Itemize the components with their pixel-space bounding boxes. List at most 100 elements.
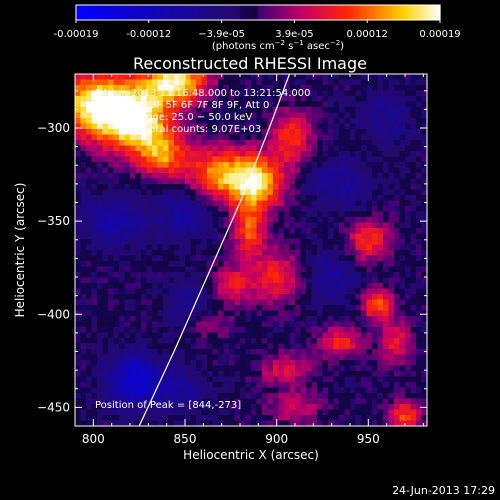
heatmap-cell — [416, 74, 422, 80]
heatmap-cell — [256, 101, 263, 108]
heatmap-cell — [421, 134, 428, 141]
heatmap-cell — [284, 206, 290, 212]
heatmap-cell — [372, 162, 378, 168]
heatmap-cell — [295, 398, 301, 405]
heatmap-cell — [163, 294, 169, 300]
heatmap-cell — [179, 107, 186, 113]
heatmap-cell — [267, 222, 274, 229]
heatmap-cell — [152, 145, 158, 152]
heatmap-cell — [399, 371, 406, 377]
heatmap-cell — [152, 415, 158, 421]
heatmap-cell — [355, 195, 362, 201]
heatmap-cell — [295, 354, 301, 361]
colorbar-swatch — [320, 5, 324, 20]
heatmap-cell — [366, 299, 373, 306]
heatmap-cell — [146, 360, 153, 366]
heatmap-cell — [366, 123, 373, 130]
heatmap-cell — [229, 156, 235, 163]
heatmap-cell — [141, 162, 147, 168]
heatmap-cell — [201, 195, 208, 201]
heatmap-cell — [344, 310, 351, 317]
heatmap-cell — [146, 371, 153, 377]
heatmap-cell — [168, 250, 175, 256]
heatmap-cell — [262, 118, 268, 124]
heatmap-cell — [306, 338, 312, 344]
heatmap-cell — [240, 354, 246, 361]
heatmap-cell — [322, 189, 329, 196]
heatmap-cell — [218, 261, 224, 267]
heatmap-cell — [267, 415, 274, 421]
heatmap-cell — [75, 112, 81, 119]
heatmap-cell — [207, 310, 213, 317]
heatmap-cell — [124, 140, 131, 146]
heatmap-cell — [251, 409, 257, 416]
heatmap-cell — [201, 327, 208, 333]
heatmap-cell — [267, 206, 274, 212]
heatmap-cell — [212, 173, 219, 179]
heatmap-cell — [366, 244, 373, 251]
heatmap-cell — [245, 338, 252, 344]
heatmap-cell — [163, 173, 169, 179]
heatmap-cell — [317, 134, 323, 141]
heatmap-cell — [97, 415, 103, 421]
heatmap-cell — [300, 134, 307, 141]
heatmap-cell — [240, 277, 246, 284]
heatmap-cell — [251, 140, 257, 146]
heatmap-cell — [80, 134, 87, 141]
heatmap-cell — [157, 123, 164, 130]
heatmap-cell — [80, 327, 87, 333]
heatmap-cell — [196, 277, 202, 284]
heatmap-cell — [97, 393, 103, 399]
heatmap-cell — [124, 85, 131, 91]
heatmap-cell — [168, 398, 175, 405]
heatmap-cell — [377, 371, 384, 377]
heatmap-cell — [262, 101, 268, 108]
heatmap-cell — [124, 398, 131, 405]
heatmap-cell — [212, 134, 219, 141]
heatmap-cell — [207, 382, 213, 388]
heatmap-cell — [306, 393, 312, 399]
heatmap-cell — [361, 79, 367, 86]
heatmap-cell — [152, 338, 158, 344]
heatmap-cell — [124, 288, 131, 295]
heatmap-cell — [201, 288, 208, 295]
heatmap-cell — [278, 382, 285, 388]
heatmap-cell — [300, 74, 307, 80]
heatmap-cell — [163, 409, 169, 416]
heatmap-cell — [339, 173, 345, 179]
heatmap-cell — [201, 118, 208, 124]
heatmap-cell — [130, 233, 136, 240]
heatmap-cell — [317, 360, 323, 366]
colorbar-swatch — [336, 5, 340, 20]
heatmap-cell — [333, 134, 340, 141]
heatmap-cell — [322, 365, 329, 372]
heatmap-cell — [361, 371, 367, 377]
heatmap-cell — [229, 393, 235, 399]
heatmap-cell — [174, 167, 180, 174]
heatmap-cell — [196, 349, 202, 355]
heatmap-cell — [278, 123, 285, 130]
heatmap-cell — [322, 316, 329, 322]
heatmap-cell — [289, 140, 296, 146]
heatmap-cell — [311, 228, 318, 234]
heatmap-cell — [416, 382, 422, 388]
heatmap-cell — [339, 294, 345, 300]
heatmap-cell — [119, 415, 125, 421]
heatmap-cell — [267, 239, 274, 245]
heatmap-cell — [350, 332, 356, 339]
heatmap-cell — [388, 79, 395, 86]
heatmap-cell — [251, 371, 257, 377]
heatmap-cell — [383, 288, 389, 295]
heatmap-cell — [86, 299, 92, 306]
heatmap-cell — [80, 332, 87, 339]
heatmap-cell — [355, 382, 362, 388]
heatmap-cell — [141, 409, 147, 416]
heatmap-cell — [322, 299, 329, 306]
heatmap-cell — [124, 409, 131, 416]
heatmap-cell — [190, 85, 197, 91]
heatmap-cell — [168, 156, 175, 163]
heatmap-cell — [289, 211, 296, 218]
heatmap-cell — [179, 415, 186, 421]
heatmap-cell — [190, 288, 197, 295]
heatmap-cell — [229, 145, 235, 152]
